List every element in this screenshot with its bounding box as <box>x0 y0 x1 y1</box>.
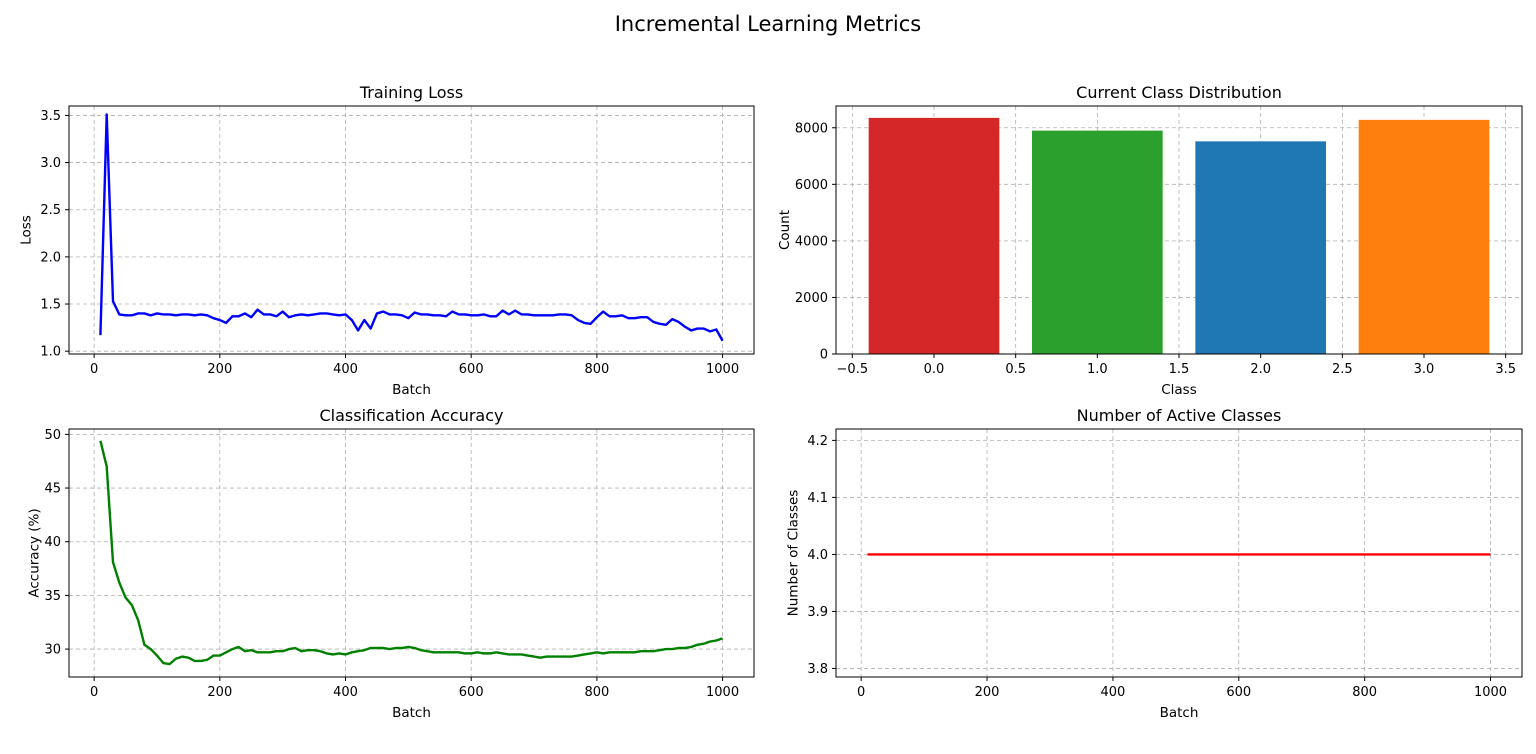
chart-title: Number of Active Classes <box>1077 406 1282 425</box>
bar-class-0 <box>868 117 1000 354</box>
training-loss-chart: Training Loss 0 200 400 600 800 1000 1.0 1.5 2.0 2… <box>18 83 755 398</box>
bar-class-2 <box>1195 141 1326 354</box>
x-tick-label: 600 <box>459 685 484 700</box>
y-tick-label: 1.0 <box>40 345 61 360</box>
bar-class-3 <box>1358 119 1490 355</box>
x-tick-label: 600 <box>459 362 484 377</box>
y-axis-label: Count <box>777 210 793 250</box>
x-tick-label: 1.5 <box>1169 362 1190 377</box>
y-tick-label: 40 <box>44 535 61 550</box>
grid-lines <box>836 429 1522 677</box>
y-tick-label: 2000 <box>795 291 828 306</box>
y-tick-label: 4.2 <box>807 434 828 449</box>
y-tick-label: 1.5 <box>40 298 61 313</box>
x-tick-label: 800 <box>584 685 609 700</box>
x-tick-label: −0.5 <box>837 362 869 377</box>
y-tick-label: 3.5 <box>40 109 61 124</box>
x-tick-label: 1000 <box>1474 685 1507 700</box>
x-tick-label: 0 <box>90 685 98 700</box>
chart-title: Classification Accuracy <box>320 406 504 425</box>
y-tick-label: 3.0 <box>40 156 61 171</box>
x-tick-label: 400 <box>333 362 358 377</box>
bar-class-1 <box>1032 130 1163 354</box>
x-tick-label: 600 <box>1226 685 1251 700</box>
x-tick-label: 800 <box>1352 685 1377 700</box>
x-axis-label: Batch <box>1160 705 1199 721</box>
y-tick-label: 6000 <box>795 178 828 193</box>
x-tick-label: 2.0 <box>1250 362 1271 377</box>
x-tick-label: 0 <box>857 685 865 700</box>
plot-frame <box>68 428 755 678</box>
x-tick-label: 1.0 <box>1087 362 1108 377</box>
x-tick-label: 200 <box>207 362 232 377</box>
y-tick-label: 3.9 <box>807 605 828 620</box>
y-tick-label: 35 <box>44 589 61 604</box>
grid-lines <box>69 429 754 677</box>
chart-title: Current Class Distribution <box>1076 83 1282 102</box>
x-tick-label: 200 <box>975 685 1000 700</box>
y-tick-label: 2.5 <box>40 203 61 218</box>
x-tick-label: 0 <box>90 362 98 377</box>
y-tick-label: 4.1 <box>807 491 828 506</box>
y-tick-label: 0 <box>820 348 828 363</box>
x-tick-label: 400 <box>333 685 358 700</box>
y-axis-label: Accuracy (%) <box>27 508 43 597</box>
chart-title: Training Loss <box>359 83 463 102</box>
y-tick-label: 45 <box>44 482 61 497</box>
y-axis-label: Loss <box>18 215 34 245</box>
x-tick-label: 0.0 <box>924 362 945 377</box>
x-tick-label: 800 <box>584 362 609 377</box>
x-tick-label: 3.5 <box>1495 362 1516 377</box>
accuracy-series-line <box>99 440 723 666</box>
y-tick-label: 8000 <box>795 121 828 136</box>
x-tick-label: 200 <box>207 685 232 700</box>
y-tick-label: 4000 <box>795 234 828 249</box>
x-tick-label: 3.0 <box>1414 362 1435 377</box>
x-tick-label: 2.5 <box>1332 362 1353 377</box>
x-tick-label: 0.5 <box>1005 362 1026 377</box>
loss-series-line <box>99 113 724 342</box>
y-tick-label: 3.8 <box>807 662 828 677</box>
x-axis-label: Batch <box>392 705 431 721</box>
figure-title: Incremental Learning Metrics <box>615 12 922 36</box>
y-axis-label: Number of Classes <box>785 490 801 617</box>
y-tick-label: 50 <box>44 428 61 443</box>
x-axis-label: Class <box>1161 382 1197 398</box>
x-tick-label: 1000 <box>706 362 739 377</box>
x-tick-label: 400 <box>1101 685 1126 700</box>
y-tick-label: 2.0 <box>40 250 61 265</box>
class-distribution-chart: Current Class Distribution −0.5 0.0 0.5 1.0 1… <box>777 83 1523 398</box>
plot-frame <box>835 428 1523 678</box>
x-tick-label: 1000 <box>706 685 739 700</box>
y-tick-label: 4.0 <box>807 548 828 563</box>
grid-lines <box>69 106 754 354</box>
x-axis-label: Batch <box>392 382 431 398</box>
classification-accuracy-chart: Classification Accuracy 0 200 400 600 800 1000… <box>27 406 755 721</box>
plot-frame <box>68 105 755 355</box>
active-classes-chart: Number of Active Classes 0 200 400 600 800 100… <box>785 406 1523 721</box>
y-tick-label: 30 <box>44 643 61 658</box>
